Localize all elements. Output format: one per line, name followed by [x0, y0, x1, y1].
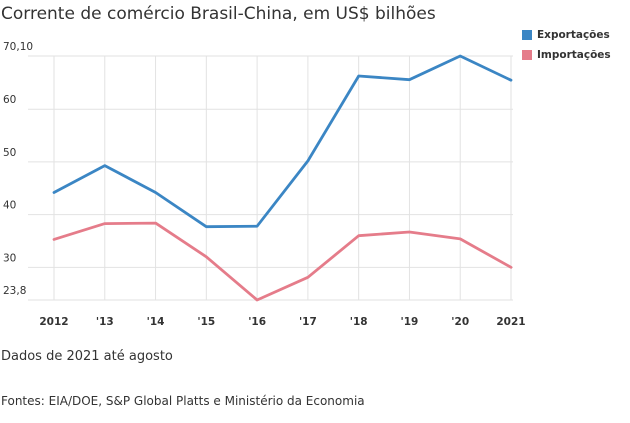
legend-label-exportacoes: Exportações [537, 29, 610, 41]
y-tick-label: 30 [3, 252, 16, 264]
x-tick-label: '20 [451, 316, 469, 328]
x-tick-label: '15 [197, 316, 215, 328]
x-tick-label: '18 [350, 316, 368, 328]
x-tick-label: '16 [248, 316, 266, 328]
x-tick-label: '19 [401, 316, 419, 328]
chart-grid [28, 55, 513, 301]
x-tick-label: '17 [299, 316, 317, 328]
y-tick-label: 70,10 [3, 41, 33, 53]
series-line-0 [52, 54, 513, 229]
x-tick-label: '14 [147, 316, 165, 328]
chart-source: Fontes: EIA/DOE, S&P Global Platts e Min… [1, 394, 365, 408]
legend-label-importacoes: Importações [537, 49, 611, 61]
line-chart: 70,10 60 50 40 30 23,8 2012 '13 '14 '15 '16 '17 '18… [3, 41, 526, 328]
chart-series [52, 54, 513, 302]
y-tick-label: 23,8 [3, 285, 26, 297]
chart-title: Corrente de comércio Brasil-China, em US… [1, 4, 436, 24]
y-tick-label: 40 [3, 200, 16, 212]
chart-note: Dados de 2021 até agosto [1, 349, 173, 364]
x-axis-ticks: 2012 '13 '14 '15 '16 '17 '18 '19 '20 2021 [39, 316, 525, 328]
y-axis-ticks: 70,10 60 50 40 30 23,8 [3, 41, 33, 297]
legend-swatch-exportacoes [522, 30, 532, 40]
legend-swatch-importacoes [522, 50, 532, 60]
chart-legend: Exportações Importações [522, 25, 611, 65]
legend-item-importacoes: Importações [522, 45, 611, 65]
series-line-1 [52, 221, 513, 302]
x-tick-label: '13 [96, 316, 114, 328]
y-tick-label: 50 [3, 147, 16, 159]
legend-item-exportacoes: Exportações [522, 25, 611, 45]
x-tick-label: 2021 [496, 316, 525, 328]
x-tick-label: 2012 [39, 316, 68, 328]
y-tick-label: 60 [3, 94, 16, 106]
